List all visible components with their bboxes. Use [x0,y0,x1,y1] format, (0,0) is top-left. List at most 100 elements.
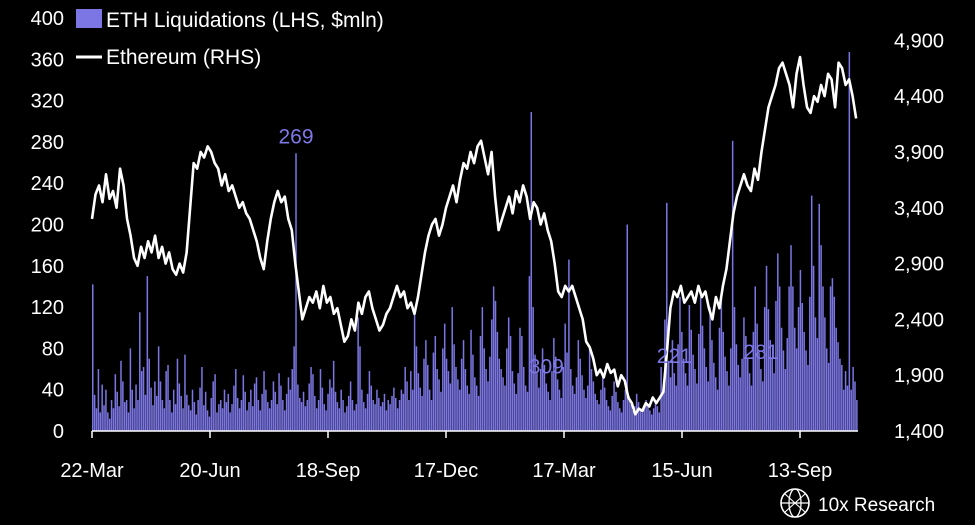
liquidation-bar [690,329,693,431]
liquidation-bar [174,404,177,431]
liquidation-bar [155,395,158,431]
liquidation-bar [647,404,649,431]
liquidation-bar [310,366,312,431]
liquidation-bar [385,410,388,431]
left-tick-label: 320 [31,91,64,113]
liquidation-bar [297,384,299,431]
liquidation-bar [698,333,700,431]
liquidation-bar [617,402,619,431]
liquidation-bar [474,377,476,431]
liquidation-bar [139,312,141,431]
liquidation-bar [568,259,570,431]
liquidation-bar [694,369,696,431]
x-tick-label: 13-Sep [768,460,833,482]
liquidation-bar [443,323,446,431]
liquidation-bar [824,317,826,431]
liquidation-bar [103,405,105,431]
liquidation-bar [357,317,359,431]
liquidation-bar [797,307,800,431]
liquidation-bar [594,393,597,431]
left-tick-label: 0 [53,421,64,443]
liquidation-bar [737,364,740,431]
liquidation-bar [756,323,758,431]
liquidation-bar [780,327,783,431]
liquidation-bar [707,381,709,431]
liquidation-bar [319,369,322,431]
liquidation-bar [711,340,713,431]
liquidation-bar [489,356,491,431]
liquidation-bar [259,410,262,431]
liquidation-bar [408,400,410,431]
liquidation-bar [206,410,209,431]
liquidation-bar [528,276,531,432]
x-tick-label: 15-Jun [651,460,712,482]
liquidation-bar [391,395,393,431]
liquidation-bar [216,412,218,431]
liquidation-bar [745,336,747,431]
liquidation-bar [603,387,606,431]
liquidation-bar [423,358,425,431]
liquidation-bar [502,377,504,431]
liquidation-bar [92,284,94,431]
liquidation-bar [406,381,408,431]
liquidation-bar [541,348,544,431]
liquidation-bar [223,389,226,431]
liquidation-bar [833,296,836,431]
liquidation-bar [496,331,499,431]
liquidation-bar [278,373,280,431]
liquidation-bar [238,408,241,431]
bars-layer [92,52,858,432]
annotation-label: 367 [881,0,916,5]
liquidation-bar [794,327,796,431]
liquidation-bar [807,364,809,431]
left-tick-label: 360 [31,49,64,71]
liquidation-bar [611,395,613,431]
annotation-label: 221 [657,345,692,368]
liquidation-bar [475,385,478,431]
liquidation-bar [634,406,636,431]
liquidation-bar [340,389,342,431]
liquidation-bar [314,395,316,431]
liquidation-bar [299,397,301,431]
liquidation-bar [235,369,237,431]
liquidation-bar [114,374,117,431]
liquidation-bar [526,391,529,431]
liquidation-bar [398,400,401,431]
liquidation-bar [415,346,418,431]
liquidation-bar [381,402,384,431]
right-axis-ticks: 1,400 1,900 2,400 2,900 3,400 3,900 4,400 4,900 [894,30,944,443]
liquidation-bar [163,408,166,431]
liquidation-bar [438,379,440,432]
liquidation-bar [287,377,290,431]
liquidation-bar [404,366,406,431]
liquidation-bar [790,245,792,431]
liquidation-bar [331,387,333,431]
liquidation-bar [127,412,130,431]
legend: ETH Liquidations (LHS, $mln) Ethereum (R… [76,9,384,69]
liquidation-bar [750,385,753,431]
liquidation-bar [108,418,111,431]
x-tick-label: 22-Mar [60,460,124,482]
liquidation-bar [124,402,126,431]
liquidation-bar [618,408,621,431]
liquidation-bar [107,412,109,431]
liquidation-bar [739,377,741,431]
liquidation-bar [692,354,694,431]
liquidation-bar [359,346,361,431]
liquidation-bar [713,362,715,431]
liquidation-bar [95,408,98,431]
liquidation-bar [112,408,115,431]
liquidation-bar [752,331,755,431]
liquidation-bar [332,360,335,431]
liquidation-bar [265,389,267,431]
liquidation-bar [583,389,585,431]
liquidation-bar [428,389,431,431]
liquidation-bar [600,389,602,431]
liquidation-bar [575,377,578,431]
liquidation-bar [656,406,659,431]
liquidation-bar [148,358,150,431]
liquidation-bar [436,369,438,431]
liquidation-bar [566,352,568,431]
liquidation-bar [191,389,194,431]
liquidation-bar [396,408,399,431]
